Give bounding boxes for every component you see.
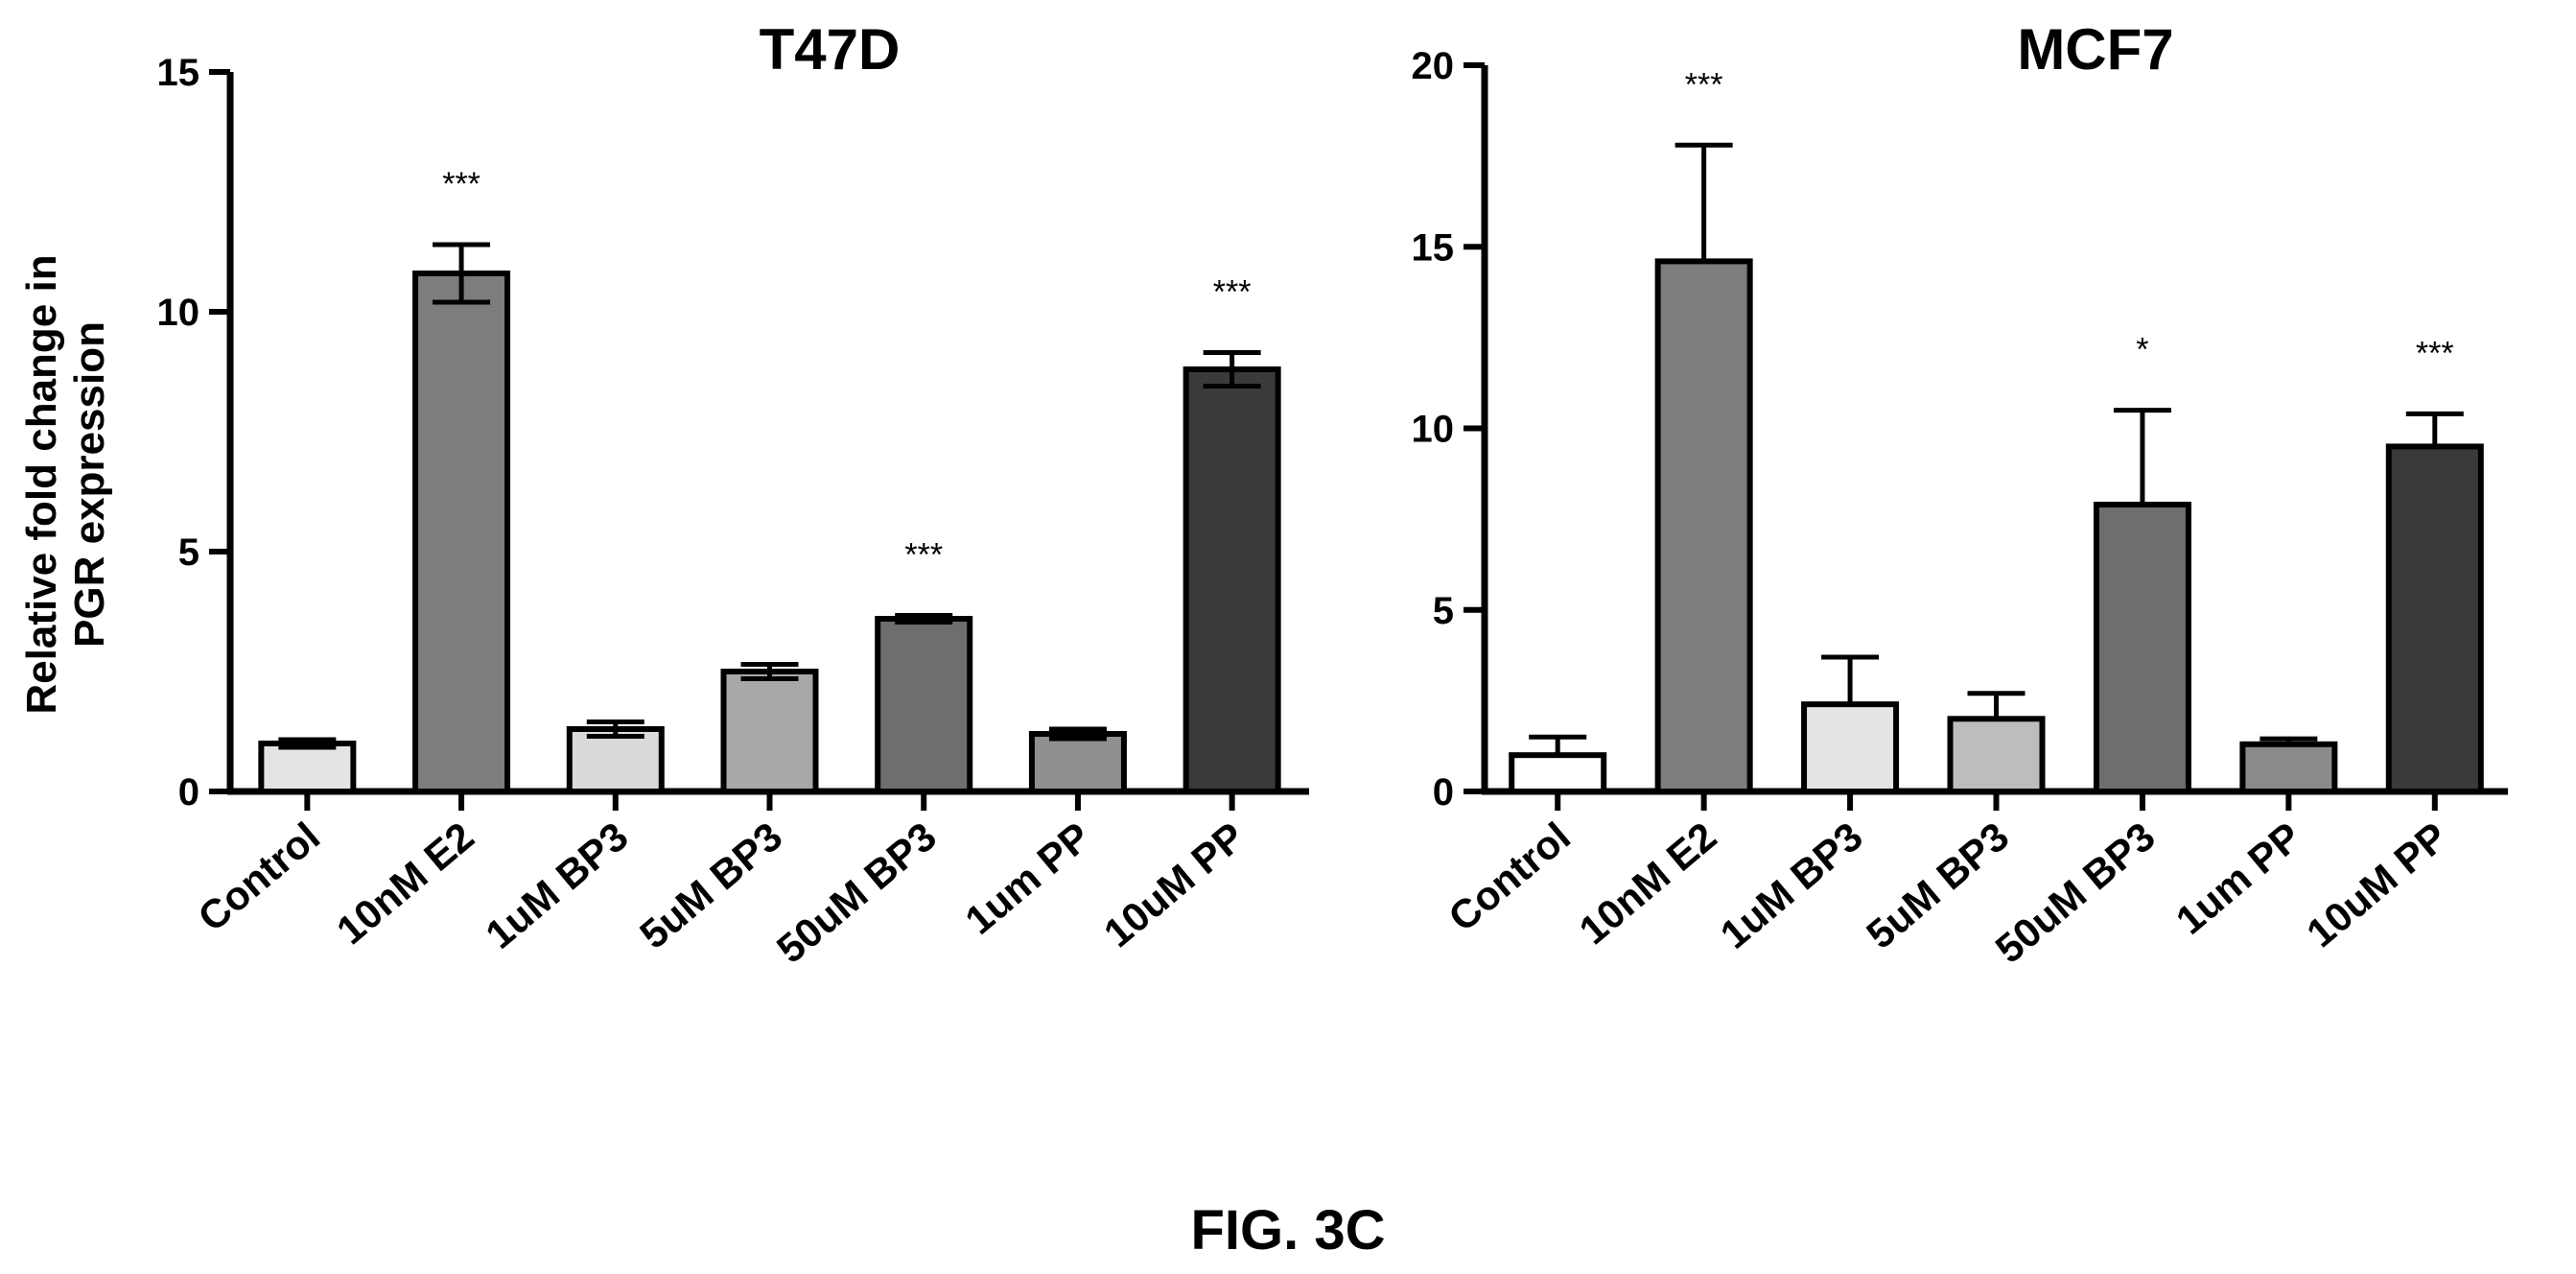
y-tick-label: 20 [1412,45,1455,87]
significance-label: *** [904,537,943,574]
y-tick-label: 5 [1433,590,1454,632]
y-axis-label-line-2: PGR expression [66,321,113,648]
bar [412,271,511,794]
y-tick-label: 10 [157,292,200,334]
y-axis-label-line-1: Relative fold change in [18,254,65,714]
x-tick-label: 10nM E2 [328,814,482,954]
x-tick-label: 50uM BP3 [768,814,945,972]
bar [720,669,819,794]
bar [1509,752,1607,795]
figure-caption: FIG. 3C [1190,1199,1385,1262]
bar [1801,701,1900,794]
bar [875,616,973,794]
x-tick-label: Control [1440,814,1579,940]
x-tick-label: 10uM PP [2298,814,2455,956]
chart-title: MCF7 [2017,17,2173,82]
x-tick-label: 1um PP [2167,814,2309,943]
bar [2239,741,2338,794]
bar [1028,731,1127,794]
x-tick-label: 10uM PP [1095,814,1253,956]
y-tick-label: 5 [178,531,199,574]
x-tick-label: 5uM BP3 [631,814,790,957]
significance-label: *** [2416,335,2454,371]
x-tick-label: 1uM BP3 [1712,814,1871,957]
bar [1947,716,2046,794]
y-tick-label: 15 [1412,226,1455,269]
chart-title: T47D [760,17,901,82]
significance-label: * [2136,332,2148,368]
significance-label: *** [442,166,480,202]
bar [2385,443,2484,794]
bar [1654,258,1753,794]
y-tick-label: 10 [1412,409,1455,451]
significance-label: *** [1685,66,1723,103]
x-tick-label: 1uM BP3 [477,814,636,957]
significance-label: *** [1213,274,1252,311]
y-tick-label: 0 [178,771,199,814]
x-tick-label: Control [190,814,329,940]
x-tick-label: 10nM E2 [1571,814,1725,954]
bar [2093,501,2191,794]
y-tick-label: 0 [1433,771,1454,814]
bar [1183,366,1281,794]
y-tick-label: 15 [157,52,200,94]
x-tick-label: 50uM BP3 [1987,814,2164,972]
bar [258,741,357,794]
x-tick-label: 1um PP [956,814,1098,943]
